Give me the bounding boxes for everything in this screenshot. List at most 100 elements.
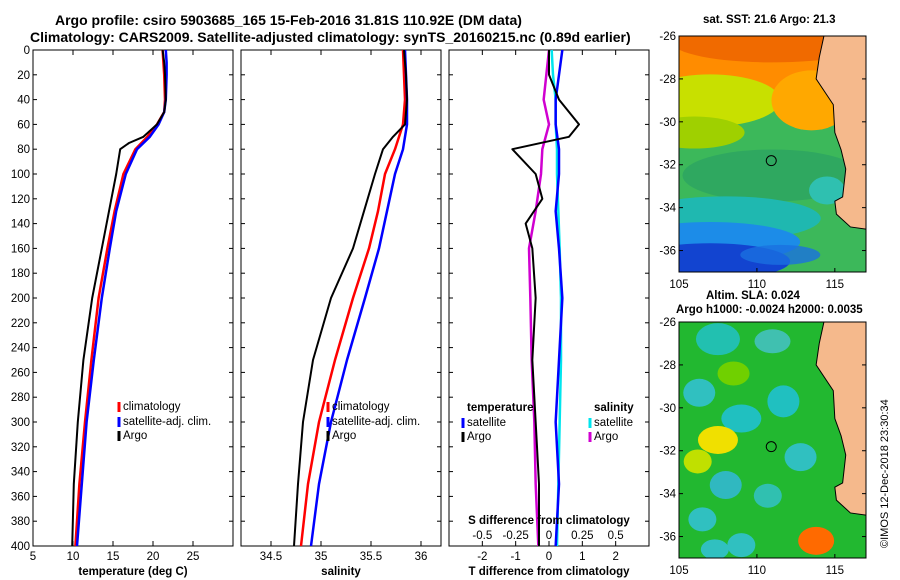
sla-map-field-patch bbox=[717, 361, 750, 386]
x-tick-label: 36 bbox=[415, 551, 428, 563]
legend-sal-satellite-label: satellite bbox=[594, 417, 633, 429]
sla-map-frame bbox=[678, 321, 867, 559]
x-tick-label: 34.5 bbox=[260, 551, 282, 563]
title-line-1: Argo profile: csiro 5903685_165 15-Feb-2… bbox=[55, 12, 522, 28]
sla-map-field-patch bbox=[721, 404, 762, 433]
temperature-satellite-line bbox=[75, 49, 168, 547]
map-y-tick-label: -30 bbox=[659, 117, 676, 129]
map-x-tick-label: 115 bbox=[826, 565, 844, 577]
y-tick-label: 140 bbox=[11, 219, 30, 231]
y-tick-label: 100 bbox=[11, 169, 30, 181]
y-tick-label: 300 bbox=[11, 417, 30, 429]
temperature-diff-argo-line bbox=[511, 50, 580, 546]
temperature-axis-label: temperature (deg C) bbox=[78, 566, 187, 578]
salinity-diff-argo-line bbox=[527, 49, 551, 547]
y-tick-label: 0 bbox=[24, 45, 30, 57]
y-tick-label: 260 bbox=[11, 367, 30, 379]
temperature-diff-axis-label: T difference from climatology bbox=[468, 566, 630, 578]
y-tick-label: 400 bbox=[11, 541, 30, 553]
map-x-tick-label: 115 bbox=[826, 279, 844, 291]
map-x-tick-label: 105 bbox=[669, 279, 688, 291]
sla-map-field-patch bbox=[695, 323, 740, 356]
legend-climatology-2-label: climatology bbox=[332, 401, 390, 413]
title-line-2: Climatology: CARS2009. Satellite-adjuste… bbox=[30, 29, 631, 45]
sst-map-frame bbox=[678, 35, 867, 273]
map-y-tick-label: -32 bbox=[659, 160, 676, 172]
sst-map-field-patch bbox=[679, 74, 781, 127]
sla-map-title: Altim. SLA: 0.024 bbox=[706, 290, 800, 302]
map-y-tick-label: -32 bbox=[659, 446, 676, 458]
y-tick-label: 20 bbox=[17, 70, 30, 82]
map-x-tick-label: 105 bbox=[669, 565, 688, 577]
x-tick-label: 2 bbox=[612, 551, 618, 563]
salinity-climatology-line bbox=[299, 49, 407, 547]
salinity-satellite-line bbox=[309, 49, 409, 547]
y-tick-label: 180 bbox=[11, 268, 30, 280]
profile-panel-frame-1 bbox=[32, 49, 234, 547]
sla-map bbox=[678, 321, 867, 559]
sla-map-field-patch bbox=[798, 526, 835, 555]
x-tick-label: -1 bbox=[511, 551, 521, 563]
y-tick-label: 80 bbox=[17, 144, 30, 156]
y-tick-label: 380 bbox=[11, 516, 30, 528]
legend-satellite-clim-2-label: satellite-adj. clim. bbox=[332, 416, 420, 428]
salinity-diff-tick-label: 0 bbox=[546, 530, 552, 542]
sla-map-field-patch bbox=[784, 443, 817, 472]
sla-map-subtitle: Argo h1000: -0.0024 h2000: 0.0035 bbox=[676, 304, 863, 316]
sst-map-land bbox=[815, 36, 866, 230]
salinity-diff-tick-label: -0.25 bbox=[503, 530, 529, 542]
y-tick-label: 340 bbox=[11, 467, 30, 479]
sst-map bbox=[678, 35, 867, 273]
sst-map-title: sat. SST: 21.6 Argo: 21.3 bbox=[703, 14, 836, 26]
temperature-argo-line bbox=[71, 49, 167, 547]
salinity-axis-label: salinity bbox=[321, 566, 361, 578]
map-y-tick-label: -30 bbox=[659, 403, 676, 415]
sla-map-field-patch bbox=[688, 507, 717, 532]
sla-map-field-patch bbox=[700, 539, 729, 558]
y-tick-label: 320 bbox=[11, 442, 30, 454]
y-tick-label: 160 bbox=[11, 243, 30, 255]
profile-panel-frame-2 bbox=[240, 49, 442, 547]
y-tick-label: 240 bbox=[11, 343, 30, 355]
x-tick-label: 10 bbox=[67, 551, 80, 563]
map-x-tick-label: 110 bbox=[748, 565, 766, 577]
sla-map-field-patch bbox=[683, 449, 712, 474]
salinity-diff-tick-label: 0.25 bbox=[571, 530, 593, 542]
map-y-tick-label: -26 bbox=[659, 317, 676, 329]
map-y-tick-label: -26 bbox=[659, 31, 676, 43]
salinity-diff-axis-label: S difference from climatology bbox=[468, 515, 630, 527]
x-tick-label: -2 bbox=[477, 551, 487, 563]
x-tick-label: 0 bbox=[546, 551, 552, 563]
legend-argo-label: Argo bbox=[123, 430, 147, 442]
temperature-diff-satellite-line bbox=[554, 49, 564, 547]
map-y-tick-label: -34 bbox=[659, 203, 676, 215]
map-y-tick-label: -28 bbox=[659, 74, 676, 86]
y-tick-label: 200 bbox=[11, 293, 30, 305]
map-y-tick-label: -36 bbox=[659, 246, 676, 258]
y-tick-label: 360 bbox=[11, 491, 30, 503]
x-tick-label: 1 bbox=[579, 551, 585, 563]
map-y-tick-label: -36 bbox=[659, 532, 676, 544]
legend-argo-2-label: Argo bbox=[332, 430, 356, 442]
sla-map-field-patch bbox=[754, 329, 791, 354]
x-tick-label: 15 bbox=[107, 551, 120, 563]
sst-map-field-patch bbox=[809, 176, 846, 205]
sla-map-argo-marker bbox=[765, 441, 777, 453]
sla-map-field-patch bbox=[727, 533, 756, 558]
salinity-diff-tick-label: 0.5 bbox=[608, 530, 624, 542]
map-x-tick-label: 110 bbox=[748, 279, 766, 291]
y-tick-label: 40 bbox=[17, 95, 30, 107]
map-y-tick-label: -34 bbox=[659, 489, 676, 501]
x-tick-label: 35 bbox=[315, 551, 328, 563]
x-tick-label: 35.5 bbox=[360, 551, 382, 563]
legend-satellite-clim-label: satellite-adj. clim. bbox=[123, 416, 211, 428]
sst-map-field-patch bbox=[679, 116, 745, 149]
sst-map-argo-marker bbox=[765, 155, 777, 167]
map-y-tick-label: -28 bbox=[659, 360, 676, 372]
y-tick-label: 120 bbox=[11, 194, 30, 206]
sla-map-field-patch bbox=[767, 385, 800, 418]
legend-sal-argo-label: Argo bbox=[594, 431, 618, 443]
sla-map-land bbox=[815, 322, 866, 516]
legend-temp-satellite-label: satellite bbox=[467, 417, 506, 429]
